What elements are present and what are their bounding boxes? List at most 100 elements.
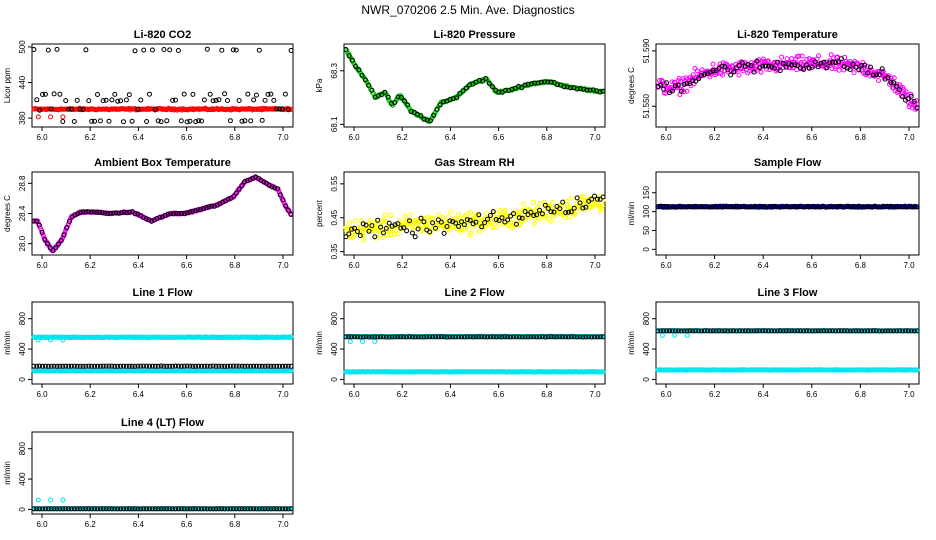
data-point	[39, 229, 45, 235]
x-tick-label: 6.0	[36, 133, 48, 142]
data-point	[384, 232, 390, 238]
data-point	[184, 119, 190, 125]
data-point	[193, 119, 199, 125]
data-point	[455, 212, 461, 218]
data-point	[222, 91, 228, 97]
data-point	[268, 91, 274, 97]
data-point	[31, 47, 37, 52]
data-point	[468, 230, 474, 236]
data-point	[473, 222, 479, 228]
data-point	[343, 47, 349, 52]
data-point	[31, 218, 37, 224]
data-point	[599, 206, 605, 212]
data-point	[34, 97, 40, 103]
y-tick-label: 0.45	[330, 209, 339, 225]
series-cyan-low	[31, 368, 294, 374]
data-point	[179, 210, 185, 216]
data-point	[155, 118, 161, 124]
data-point	[380, 235, 386, 241]
x-tick-label: 6.2	[709, 133, 721, 142]
x-tick-label: 6.2	[397, 261, 409, 270]
data-point	[127, 209, 133, 215]
data-point	[549, 218, 554, 224]
plot-frame	[31, 171, 294, 256]
data-point	[684, 81, 690, 86]
data-point	[109, 97, 115, 103]
data-point	[47, 245, 53, 251]
data-point	[170, 211, 176, 217]
y-tick-label: 100	[642, 204, 651, 218]
data-point	[483, 210, 489, 216]
data-point	[88, 209, 94, 215]
data-point	[880, 69, 886, 74]
data-point	[859, 63, 865, 68]
data-point	[806, 65, 812, 71]
data-point	[454, 95, 460, 101]
data-point	[476, 229, 482, 235]
data-point	[121, 119, 126, 125]
data-point	[256, 47, 262, 53]
data-point	[165, 211, 171, 217]
data-point	[66, 218, 72, 224]
x-tick-label: 6.8	[229, 261, 241, 270]
data-point	[716, 65, 722, 71]
data-point	[467, 82, 473, 88]
data-point	[105, 211, 111, 217]
x-tick-label: 6.0	[348, 261, 360, 270]
data-point	[658, 82, 664, 88]
data-point	[45, 241, 50, 246]
data-point	[681, 89, 687, 95]
data-point	[124, 210, 130, 216]
data-point	[86, 98, 92, 104]
data-point	[239, 118, 245, 124]
data-point	[42, 91, 48, 97]
data-point	[789, 56, 795, 62]
x-tick-label: 7.0	[589, 261, 601, 270]
data-point	[525, 81, 531, 87]
data-point	[537, 200, 543, 206]
data-point	[803, 62, 809, 68]
data-point	[71, 119, 77, 124]
data-point	[463, 85, 469, 91]
data-point	[147, 91, 152, 97]
data-point	[126, 92, 132, 98]
data-point	[184, 210, 190, 216]
data-point	[388, 212, 394, 218]
data-point	[106, 118, 112, 124]
y-tick-label: 800	[18, 311, 27, 325]
y-tick-label: 28.8	[18, 175, 27, 191]
data-point	[108, 210, 113, 216]
data-point	[696, 76, 702, 82]
data-point	[389, 101, 394, 106]
data-point	[196, 118, 202, 124]
data-point	[525, 214, 531, 220]
data-point	[230, 47, 236, 53]
y-tick-label: 440	[18, 75, 27, 89]
data-point	[699, 67, 705, 73]
data-point	[48, 497, 54, 503]
data-point	[675, 78, 681, 84]
chart-title: Line 2 Flow	[445, 287, 505, 299]
data-point	[57, 91, 63, 97]
data-point	[483, 76, 489, 81]
data-point	[835, 54, 840, 60]
y-tick-label: 51.550	[642, 93, 651, 118]
data-point	[239, 183, 245, 189]
data-point	[404, 228, 410, 234]
data-point	[405, 102, 411, 108]
data-point	[734, 65, 739, 71]
chart-title: Li-820 Pressure	[434, 29, 516, 41]
data-point	[761, 56, 766, 62]
data-point	[61, 232, 67, 238]
data-point	[873, 72, 879, 78]
x-tick-label: 6.6	[493, 133, 505, 142]
x-tick-label: 6.2	[85, 261, 97, 270]
data-point	[51, 91, 57, 97]
x-tick-label: 6.8	[541, 261, 553, 270]
data-point	[112, 91, 118, 97]
data-point	[53, 245, 59, 251]
data-point	[690, 72, 696, 78]
data-point	[97, 209, 103, 215]
